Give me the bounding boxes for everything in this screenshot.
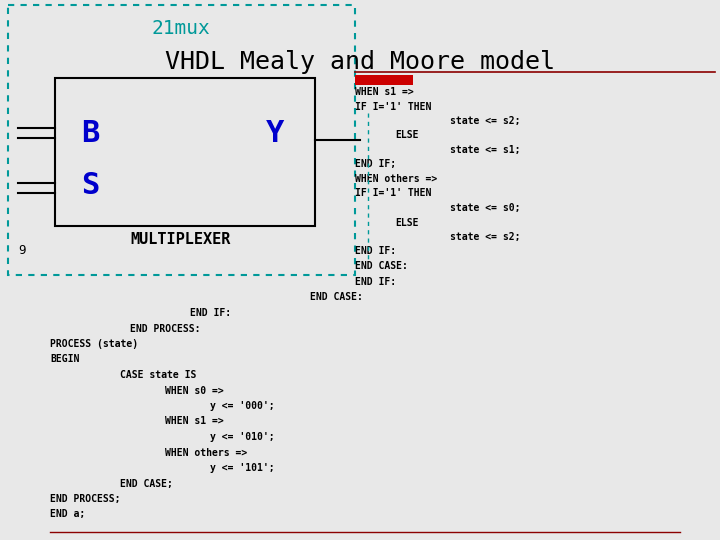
Text: WHEN others =>: WHEN others => xyxy=(355,174,437,184)
Text: state <= s2;: state <= s2; xyxy=(450,232,521,242)
Text: END CASE:: END CASE: xyxy=(310,293,363,302)
Text: WHEN s0 =>: WHEN s0 => xyxy=(165,386,224,395)
Text: END CASE;: END CASE; xyxy=(120,478,173,489)
Text: y <= '010';: y <= '010'; xyxy=(210,432,274,442)
Text: B: B xyxy=(81,118,99,147)
Text: state <= s0;: state <= s0; xyxy=(450,203,521,213)
Text: ELSE: ELSE xyxy=(395,218,418,227)
Text: state <= s2;: state <= s2; xyxy=(450,116,521,126)
Text: 9: 9 xyxy=(18,244,26,256)
Text: WHEN others =>: WHEN others => xyxy=(165,448,247,457)
Text: IF I='1' THEN: IF I='1' THEN xyxy=(355,188,431,199)
Text: S: S xyxy=(81,171,99,199)
Text: PROCESS (state): PROCESS (state) xyxy=(50,339,138,349)
Text: END IF:: END IF: xyxy=(190,308,231,318)
Text: END IF;: END IF; xyxy=(355,159,396,170)
Text: CASE state IS: CASE state IS xyxy=(120,370,197,380)
Text: END PROCESS;: END PROCESS; xyxy=(50,494,120,504)
Text: state <= s1;: state <= s1; xyxy=(450,145,521,155)
Text: IF I='1' THEN: IF I='1' THEN xyxy=(355,102,431,111)
Text: y <= '000';: y <= '000'; xyxy=(210,401,274,411)
Text: END PROCESS:: END PROCESS: xyxy=(130,323,200,334)
Bar xyxy=(55,78,315,226)
Bar xyxy=(355,75,413,85)
Bar xyxy=(8,5,355,275)
Text: WHEN s1 =>: WHEN s1 => xyxy=(165,416,224,427)
Text: VHDL Mealy and Moore model: VHDL Mealy and Moore model xyxy=(165,50,555,74)
Text: WHEN s1 =>: WHEN s1 => xyxy=(355,87,414,97)
Text: y <= '101';: y <= '101'; xyxy=(210,463,274,473)
Text: BEGIN: BEGIN xyxy=(50,354,79,364)
Text: END IF:: END IF: xyxy=(355,277,396,287)
Text: END CASE:: END CASE: xyxy=(355,261,408,271)
Text: END a;: END a; xyxy=(50,510,85,519)
Text: MULTIPLEXER: MULTIPLEXER xyxy=(131,233,231,247)
Text: 21mux: 21mux xyxy=(152,18,210,37)
Text: END IF:: END IF: xyxy=(355,246,396,256)
Text: Y: Y xyxy=(266,118,284,147)
Text: ELSE: ELSE xyxy=(395,131,418,140)
